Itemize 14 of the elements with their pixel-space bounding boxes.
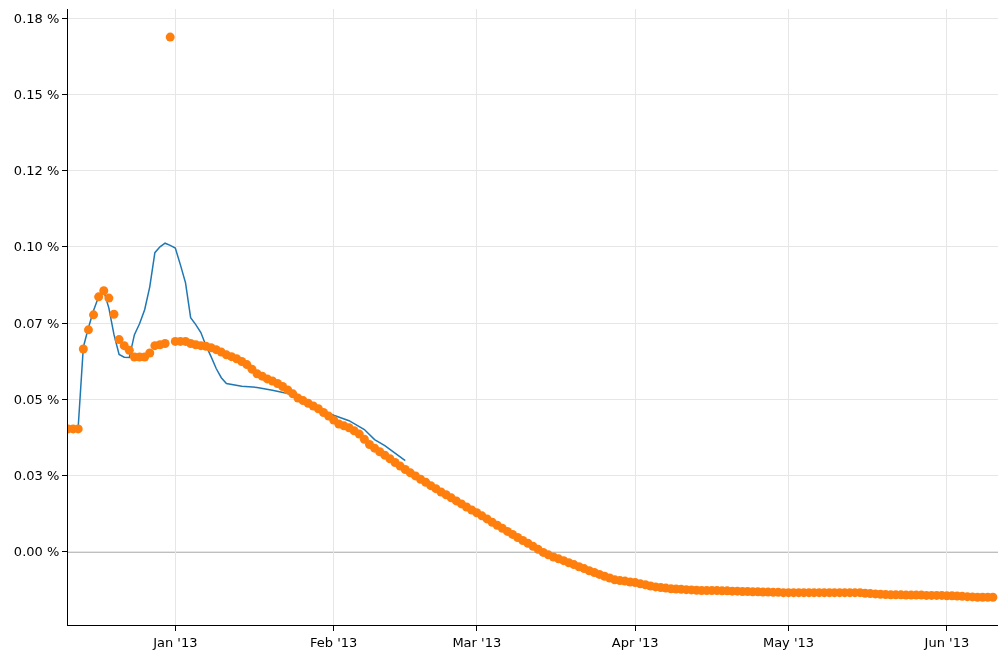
x-tick-label: Mar '13 [452,634,502,650]
x-tick-label: Feb '13 [310,634,358,650]
y-tick-label: 0.12 % [13,163,60,179]
x-tick-label: Jun '13 [923,634,970,650]
y-tick-label: 0.07 % [13,315,60,331]
y-tick-label: 0.00 % [13,544,60,560]
x-tick-label: Apr '13 [611,634,659,650]
y-tick-label: 0.03 % [13,468,60,484]
y-tick-label: 0.18 % [13,10,60,26]
x-tick-label: Jan '13 [152,634,198,650]
y-tick-label: 0.15 % [13,86,60,102]
x-tick-label: May '13 [762,634,815,650]
y-tick-label: 0.10 % [13,239,60,255]
y-tick-label: 0.05 % [13,391,60,407]
